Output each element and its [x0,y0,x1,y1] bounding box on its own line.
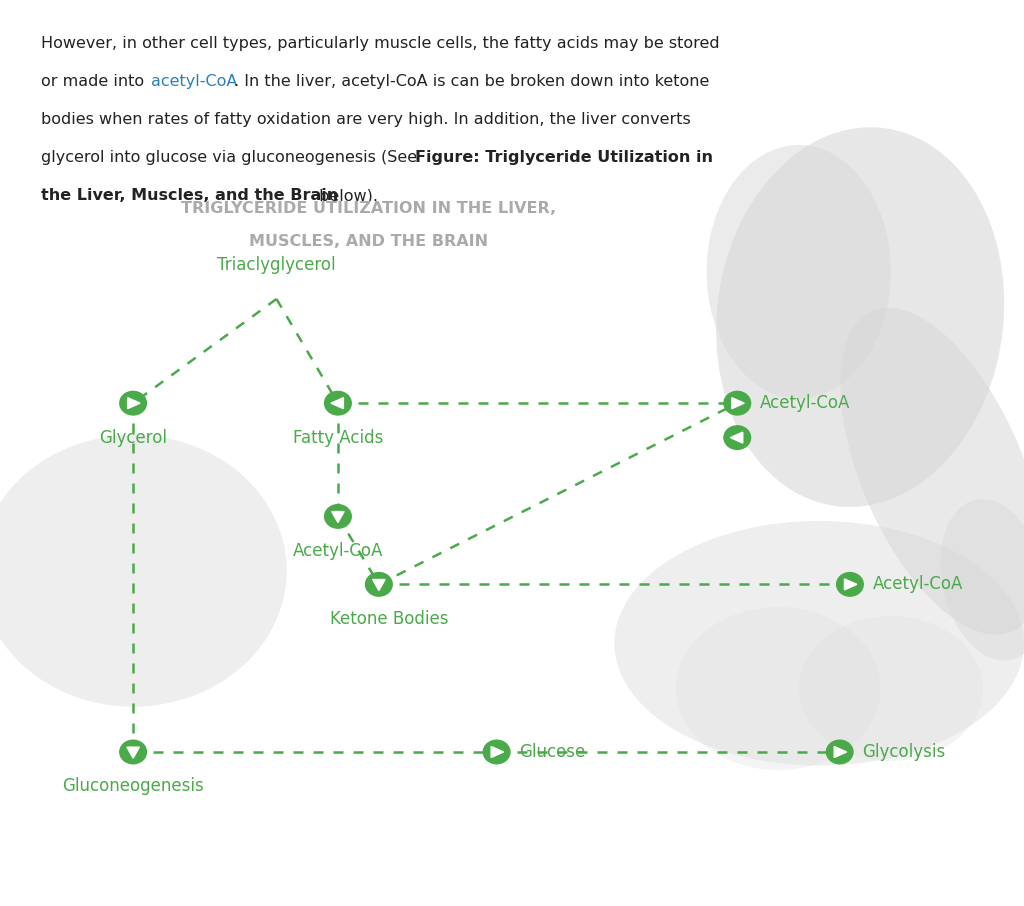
Ellipse shape [799,616,983,761]
Text: or made into: or made into [41,74,150,90]
Text: Acetyl-CoA: Acetyl-CoA [872,575,963,593]
Ellipse shape [676,607,881,770]
Polygon shape [730,432,742,443]
Circle shape [837,573,863,596]
Circle shape [724,391,751,415]
Circle shape [120,740,146,764]
Text: . In the liver, acetyl-CoA is can be broken down into ketone: . In the liver, acetyl-CoA is can be bro… [234,74,710,90]
Circle shape [120,391,146,415]
Text: acetyl-CoA: acetyl-CoA [151,74,237,90]
Polygon shape [732,398,744,409]
Ellipse shape [940,499,1024,660]
Text: MUSCLES, AND THE BRAIN: MUSCLES, AND THE BRAIN [249,234,488,249]
Circle shape [325,391,351,415]
Text: Figure: Triglyceride Utilization in: Figure: Triglyceride Utilization in [415,150,713,166]
Circle shape [724,426,751,449]
Polygon shape [331,398,343,409]
Ellipse shape [614,521,1024,766]
Text: Glycerol: Glycerol [99,429,167,447]
Text: Ketone Bodies: Ketone Bodies [330,610,449,628]
Text: Glycolysis: Glycolysis [862,743,945,761]
Text: However, in other cell types, particularly muscle cells, the fatty acids may be : However, in other cell types, particular… [41,36,720,52]
Text: TRIGLYCERIDE UTILIZATION IN THE LIVER,: TRIGLYCERIDE UTILIZATION IN THE LIVER, [181,200,556,216]
Circle shape [325,505,351,528]
Polygon shape [492,747,504,757]
Text: bodies when rates of fatty oxidation are very high. In addition, the liver conve: bodies when rates of fatty oxidation are… [41,112,691,128]
Text: Glucose: Glucose [519,743,586,761]
Polygon shape [332,512,344,523]
Text: Fatty Acids: Fatty Acids [293,429,383,447]
Text: Triaclyglycerol: Triaclyglycerol [217,255,336,274]
Polygon shape [127,747,139,758]
Circle shape [826,740,853,764]
Ellipse shape [716,127,1005,507]
Polygon shape [835,747,847,757]
Ellipse shape [0,435,287,707]
Circle shape [483,740,510,764]
Text: Acetyl-CoA: Acetyl-CoA [760,394,850,412]
Polygon shape [128,398,140,409]
Ellipse shape [707,145,891,399]
Text: below).: below). [314,188,379,204]
Ellipse shape [841,307,1024,635]
Text: Gluconeogenesis: Gluconeogenesis [62,777,204,795]
Text: the Liver, Muscles, and the Brain: the Liver, Muscles, and the Brain [41,188,338,204]
Text: glycerol into glucose via gluconeogenesis (See: glycerol into glucose via gluconeogenesi… [41,150,422,166]
Circle shape [366,573,392,596]
Text: Acetyl-CoA: Acetyl-CoA [293,542,383,560]
Polygon shape [373,580,385,591]
Polygon shape [845,579,857,590]
